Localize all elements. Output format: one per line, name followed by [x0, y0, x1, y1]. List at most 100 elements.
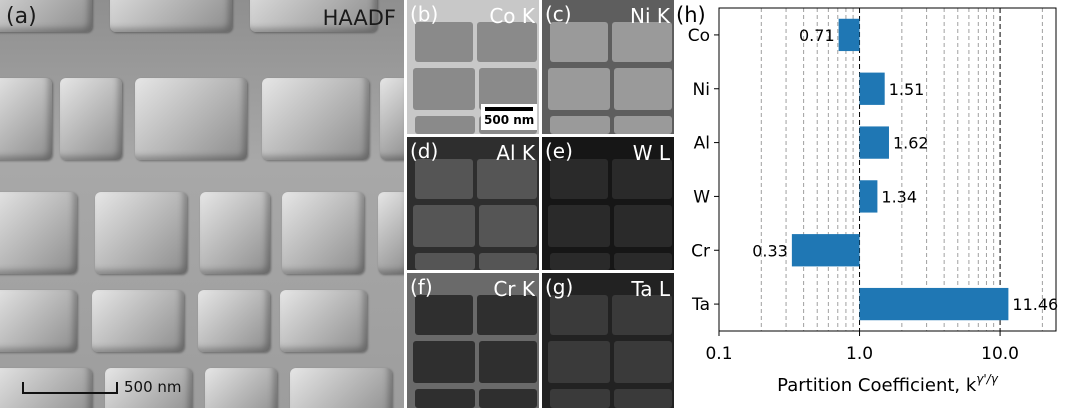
y-tick-label: Ni — [693, 80, 710, 100]
eds-precipitate — [550, 116, 610, 134]
eds-precipitate — [413, 205, 475, 247]
eds-map-ni: (c) Ni K — [542, 0, 674, 134]
eds-precipitate — [550, 253, 610, 270]
precipitate-cube — [378, 192, 404, 274]
partition-coefficient-chart: (h) 0.71 1.51 1.62 1.34 0.33 11.46 Co Ni Al W Cr T… — [676, 3, 1058, 396]
precipitate-cube — [290, 368, 392, 408]
eds-precipitate — [479, 341, 537, 383]
eds-precipitate — [479, 253, 537, 270]
panel-f-label: (f) — [410, 275, 433, 299]
panel-f-element: Cr K — [493, 277, 535, 301]
panel-b-label: (b) — [410, 2, 439, 26]
eds-precipitate — [479, 205, 537, 247]
eds-scalebar-line — [485, 107, 533, 111]
eds-precipitate — [413, 68, 475, 110]
panel-b-element: Co K — [489, 4, 535, 28]
panel-g-element: Ta L — [631, 277, 670, 301]
eds-map-cr: (f) Cr K — [407, 273, 539, 408]
eds-precipitate — [415, 116, 475, 134]
panel-h-label: (h) — [676, 3, 706, 27]
precipitate-cube — [280, 290, 367, 352]
eds-precipitate — [614, 389, 672, 408]
y-tick-label: Co — [688, 26, 710, 46]
y-tick-label: W — [693, 187, 710, 207]
eds-precipitate — [477, 159, 537, 199]
x-axis-ticks: 0.1 1.0 10.0 — [705, 331, 1019, 364]
eds-precipitate — [415, 295, 473, 335]
eds-precipitate — [548, 68, 610, 110]
bar-value-label: 0.33 — [752, 241, 788, 260]
eds-precipitate — [614, 116, 672, 134]
eds-precipitate — [550, 295, 608, 335]
panel-c-label: (c) — [545, 2, 572, 26]
x-axis-label-superscript: γ'/γ — [976, 372, 998, 386]
eds-precipitate — [415, 22, 473, 62]
bar-co — [838, 18, 860, 52]
eds-precipitate — [614, 341, 672, 383]
eds-precipitate — [479, 389, 537, 408]
plot-frame — [718, 7, 1057, 332]
eds-map-ta: (g) Ta L — [542, 273, 674, 408]
bar-value-label: 11.46 — [1012, 295, 1058, 314]
precipitate-cube — [205, 368, 277, 408]
eds-precipitate — [548, 341, 610, 383]
precipitate-cube — [200, 192, 270, 274]
precipitate-cube — [135, 78, 247, 160]
eds-precipitate — [550, 159, 608, 199]
bar-ni — [859, 72, 885, 105]
eds-map-al: (d) Al K — [407, 137, 539, 270]
eds-precipitate — [614, 253, 672, 270]
precipitate-cube — [0, 290, 77, 352]
panel-d-element: Al K — [496, 141, 535, 165]
panel-g-label: (g) — [545, 275, 574, 299]
precipitate-cube — [0, 192, 77, 274]
eds-precipitate — [477, 295, 537, 335]
precipitate-cube — [110, 0, 232, 32]
bar-value-label: 0.71 — [799, 26, 835, 45]
precipitate-cube — [282, 192, 364, 274]
eds-precipitate — [612, 295, 672, 335]
eds-precipitate — [612, 22, 672, 62]
eds-precipitate — [479, 68, 537, 110]
panel-d-label: (d) — [410, 139, 439, 163]
y-tick-label: Ta — [691, 295, 710, 315]
precipitate-cube — [92, 290, 184, 352]
precipitate-cube — [250, 0, 377, 32]
eds-map-w: (e) W L — [542, 137, 674, 270]
precipitate-cube — [198, 290, 270, 352]
panel-a-label: (a) — [6, 4, 37, 29]
eds-precipitate — [614, 205, 672, 247]
bar-w — [859, 180, 878, 213]
eds-precipitate — [415, 159, 473, 199]
panel-c-element: Ni K — [630, 4, 670, 28]
precipitate-cube — [380, 78, 404, 160]
eds-precipitate — [477, 22, 537, 62]
eds-precipitate — [415, 253, 475, 270]
precipitate-cube — [95, 192, 187, 274]
chart-bars: 0.71 1.51 1.62 1.34 0.33 11.46 — [752, 18, 1058, 321]
y-tick-label: Cr — [691, 241, 710, 261]
x-tick-label: 10.0 — [981, 344, 1019, 364]
haadf-title: HAADF — [322, 6, 396, 30]
eds-precipitate — [550, 22, 608, 62]
panel-e-element: W L — [632, 141, 670, 165]
precipitate-cube — [105, 368, 192, 408]
eds-precipitate — [614, 68, 672, 110]
precipitate-cube — [0, 0, 92, 32]
haadf-scalebar — [22, 382, 118, 394]
precipitate-cube — [0, 78, 52, 160]
y-tick-label: Al — [694, 134, 710, 154]
x-axis-label: Partition Coefficient, kγ'/γ — [777, 372, 999, 396]
precipitate-cube — [60, 78, 122, 160]
bar-value-label: 1.62 — [893, 134, 929, 153]
eds-map-co: (b) Co K 500 nm — [407, 0, 539, 134]
eds-precipitate — [413, 341, 475, 383]
bar-al — [859, 126, 889, 159]
y-axis-ticks: Co Ni Al W Cr Ta — [688, 26, 719, 315]
eds-precipitate — [415, 389, 475, 408]
precipitate-cube — [262, 78, 369, 160]
eds-precipitate — [548, 205, 610, 247]
chart-grid — [760, 8, 1043, 331]
eds-scalebar-label: 500 nm — [484, 113, 535, 127]
bar-cr — [791, 234, 860, 267]
